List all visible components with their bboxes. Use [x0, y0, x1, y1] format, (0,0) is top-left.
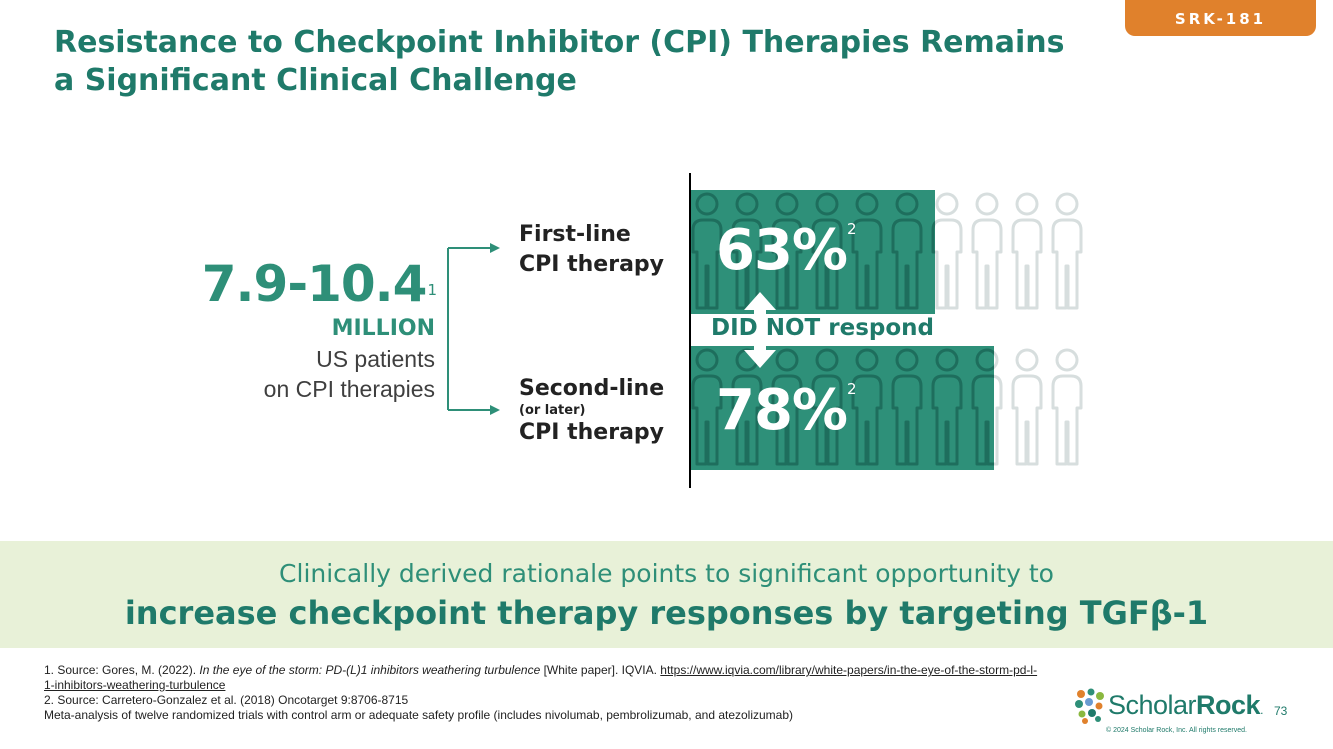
callout-line-1: Clinically derived rationale points to s…: [279, 559, 1054, 588]
patient-count: 7.9-10.41: [180, 254, 437, 314]
reference-2: 2. Source: Carretero-Gonzalez et al. (20…: [44, 693, 409, 707]
first-line-percentage: 63%2: [716, 218, 857, 283]
ref1-title: In the eye of the storm: PD-(L)1 inhibit…: [199, 663, 541, 677]
second-line-pct-value: 78%: [716, 378, 848, 443]
patient-count-ref: 1: [427, 281, 436, 299]
logo-tm: .: [1260, 703, 1263, 717]
people-filled-2: [691, 348, 994, 466]
second-line-pct-ref: 2: [847, 380, 856, 398]
copyright: © 2024 Scholar Rock, Inc. All rights res…: [1106, 727, 1247, 734]
first-line-label-2: CPI therapy: [519, 252, 664, 277]
second-line-label-small: (or later): [519, 403, 586, 418]
logo-wordmark: ScholarRock.: [1108, 690, 1263, 721]
axis-line: [689, 173, 691, 488]
logo-part-2: Rock: [1196, 690, 1261, 720]
bracket-arrows: [447, 243, 500, 415]
ref1-author: Gores, M. (2022).: [102, 663, 200, 677]
ref1-link[interactable]: https://www.iqvia.com/library/white-pape…: [44, 663, 1038, 692]
did-not-respond-label: DID NOT respond: [711, 315, 934, 341]
scholar-rock-logo-icon: [1075, 688, 1104, 724]
page-number: 73: [1274, 704, 1288, 718]
first-line-people-bar: [691, 190, 1083, 314]
patient-count-value: 7.9-10.4: [201, 255, 428, 313]
patient-desc-line-1: US patients: [316, 346, 435, 372]
first-line-label-1: First-line: [519, 222, 631, 247]
patient-count-unit: MILLION: [331, 316, 435, 341]
patient-desc-line-2: on CPI therapies: [263, 376, 435, 402]
first-line-pct-value: 63%: [716, 218, 848, 283]
callout-line-2: increase checkpoint therapy responses by…: [124, 594, 1209, 632]
logo-part-1: Scholar: [1108, 690, 1197, 720]
callout-band: Clinically derived rationale points to s…: [0, 541, 1333, 648]
first-line-label: First-line CPI therapy: [519, 220, 664, 280]
reference-1: 1. Source: Gores, M. (2022). In the eye …: [44, 663, 1044, 693]
ref1-prefix: 1. Source:: [44, 663, 103, 677]
ref1-type: [White paper]. IQVIA.: [540, 663, 661, 677]
section-tag: SRK-181: [1125, 0, 1316, 36]
patient-description: US patients on CPI therapies: [180, 344, 435, 404]
second-line-label-1: Second-line: [519, 376, 665, 401]
second-line-percentage: 78%2: [716, 378, 857, 443]
first-line-pct-ref: 2: [847, 220, 856, 238]
double-arrow-icon: [744, 292, 776, 368]
second-line-label-2: CPI therapy: [519, 420, 664, 445]
title-line-2: a Significant Clinical Challenge: [54, 63, 577, 98]
second-line-people-bar: [691, 346, 1083, 470]
reference-note: Meta-analysis of twelve randomized trial…: [44, 708, 794, 722]
references: 1. Source: Gores, M. (2022). In the eye …: [44, 663, 1044, 723]
people-filled-1: [691, 192, 935, 310]
page-title: Resistance to Checkpoint Inhibitor (CPI)…: [54, 24, 1074, 100]
title-line-1: Resistance to Checkpoint Inhibitor (CPI)…: [54, 25, 1065, 60]
second-line-label: Second-line (or later) CPI therapy: [519, 374, 664, 448]
